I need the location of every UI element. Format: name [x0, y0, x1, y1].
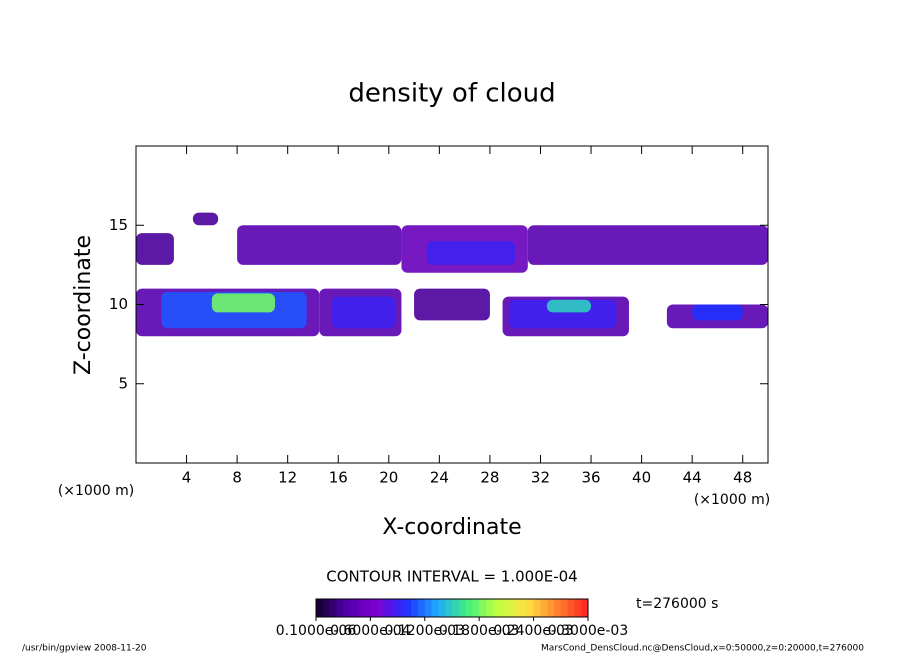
- x-tick-label: 16: [329, 469, 348, 487]
- colorbar-cell: [560, 599, 569, 617]
- colorbar-cell: [554, 599, 562, 617]
- colorbar-cell: [499, 599, 507, 617]
- y-unit: (×1000 m): [58, 483, 134, 499]
- colorbar-cell: [397, 599, 405, 617]
- cloud-patch: [331, 296, 396, 329]
- colorbar-cell: [363, 599, 371, 617]
- x-tick-label: 48: [733, 469, 752, 487]
- colorbar-cell: [486, 599, 494, 617]
- colorbar-cell: [506, 599, 514, 617]
- x-unit: (×1000 m): [694, 492, 770, 508]
- x-tick-label: 20: [379, 469, 398, 487]
- y-axis-label: Z-coordinate: [71, 235, 96, 375]
- colorbar-cell: [424, 599, 433, 617]
- colorbar-cell: [343, 599, 351, 617]
- contour-interval: CONTOUR INTERVAL = 1.000E-04: [326, 568, 577, 586]
- x-tick-label: 8: [232, 469, 242, 487]
- colorbar-cell: [411, 599, 419, 617]
- colorbar-cell: [438, 599, 446, 617]
- colorbar-cell: [350, 599, 358, 617]
- cloud-patch: [527, 225, 768, 265]
- chart-title: density of cloud: [348, 79, 555, 109]
- colorbar-cell: [431, 599, 439, 617]
- colorbar-cell: [377, 599, 385, 617]
- colorbar-cell: [384, 599, 392, 617]
- colorbar-cell: [513, 599, 521, 617]
- footer-right: MarsCond_DensCloud.nc@DensCloud,x=0:5000…: [541, 644, 864, 654]
- colorbar-tick-label: 0.1200e-03: [385, 623, 465, 639]
- colorbar-cell: [540, 599, 548, 617]
- colorbar-cell: [316, 599, 324, 617]
- colorbar-cell: [322, 599, 331, 617]
- colorbar-cell: [472, 599, 480, 617]
- x-axis-label: X-coordinate: [382, 515, 521, 540]
- colorbar-cell: [370, 599, 378, 617]
- colorbar-cell: [533, 599, 541, 617]
- footer-left: /usr/bin/gpview 2008-11-20: [22, 644, 147, 654]
- time-label: t=276000 s: [636, 596, 718, 612]
- colorbar-cell: [465, 599, 473, 617]
- colorbar-cell: [547, 599, 555, 617]
- colorbar-cell: [458, 599, 467, 617]
- colorbar-cell: [329, 599, 337, 617]
- x-tick-label: 36: [581, 469, 600, 487]
- cloud-patch: [692, 304, 743, 321]
- cloud-patch: [426, 241, 516, 265]
- colorbar-cell: [567, 599, 575, 617]
- x-tick-label: 28: [480, 469, 499, 487]
- colorbar-cell: [452, 599, 460, 617]
- colorbar-cell: [336, 599, 344, 617]
- x-tick-label: 40: [632, 469, 651, 487]
- colorbar-cell: [526, 599, 535, 617]
- colorbar-tick-label: 0.2400e-03: [493, 623, 573, 639]
- y-tick-label: 10: [109, 295, 128, 313]
- colorbar-tick-label: 0.3000e-03: [548, 623, 628, 639]
- colorbar-cell: [404, 599, 412, 617]
- cloud-patch: [136, 233, 174, 265]
- colorbar-cell: [390, 599, 399, 617]
- x-tick-label: 4: [182, 469, 192, 487]
- colorbar-cell: [520, 599, 528, 617]
- x-tick-label: 44: [683, 469, 702, 487]
- colorbar-cell: [581, 599, 589, 617]
- colorbar-cell: [574, 599, 582, 617]
- y-tick-label: 15: [109, 216, 128, 234]
- cloud-patch: [211, 293, 276, 313]
- colorbar-cell: [418, 599, 426, 617]
- colorbar-tick-label: 0.1000e-06: [276, 623, 357, 639]
- colorbar-tick-label: 0.6000e-04: [330, 623, 411, 639]
- cloud-patch: [546, 299, 592, 313]
- y-tick-label: 5: [118, 374, 128, 392]
- cloud-patch: [414, 288, 490, 321]
- x-tick-label: 12: [278, 469, 297, 487]
- colorbar-cell: [445, 599, 453, 617]
- colorbar-frame: [315, 598, 589, 618]
- x-tick-label: 24: [430, 469, 449, 487]
- colorbar-cell: [356, 599, 365, 617]
- cloud-patch: [237, 225, 402, 265]
- colorbar-cell: [479, 599, 487, 617]
- colorbar-tick-label: 0.1800e-03: [439, 623, 519, 639]
- x-tick-label: 32: [531, 469, 550, 487]
- colorbar-cell: [492, 599, 501, 617]
- cloud-patch: [192, 212, 219, 226]
